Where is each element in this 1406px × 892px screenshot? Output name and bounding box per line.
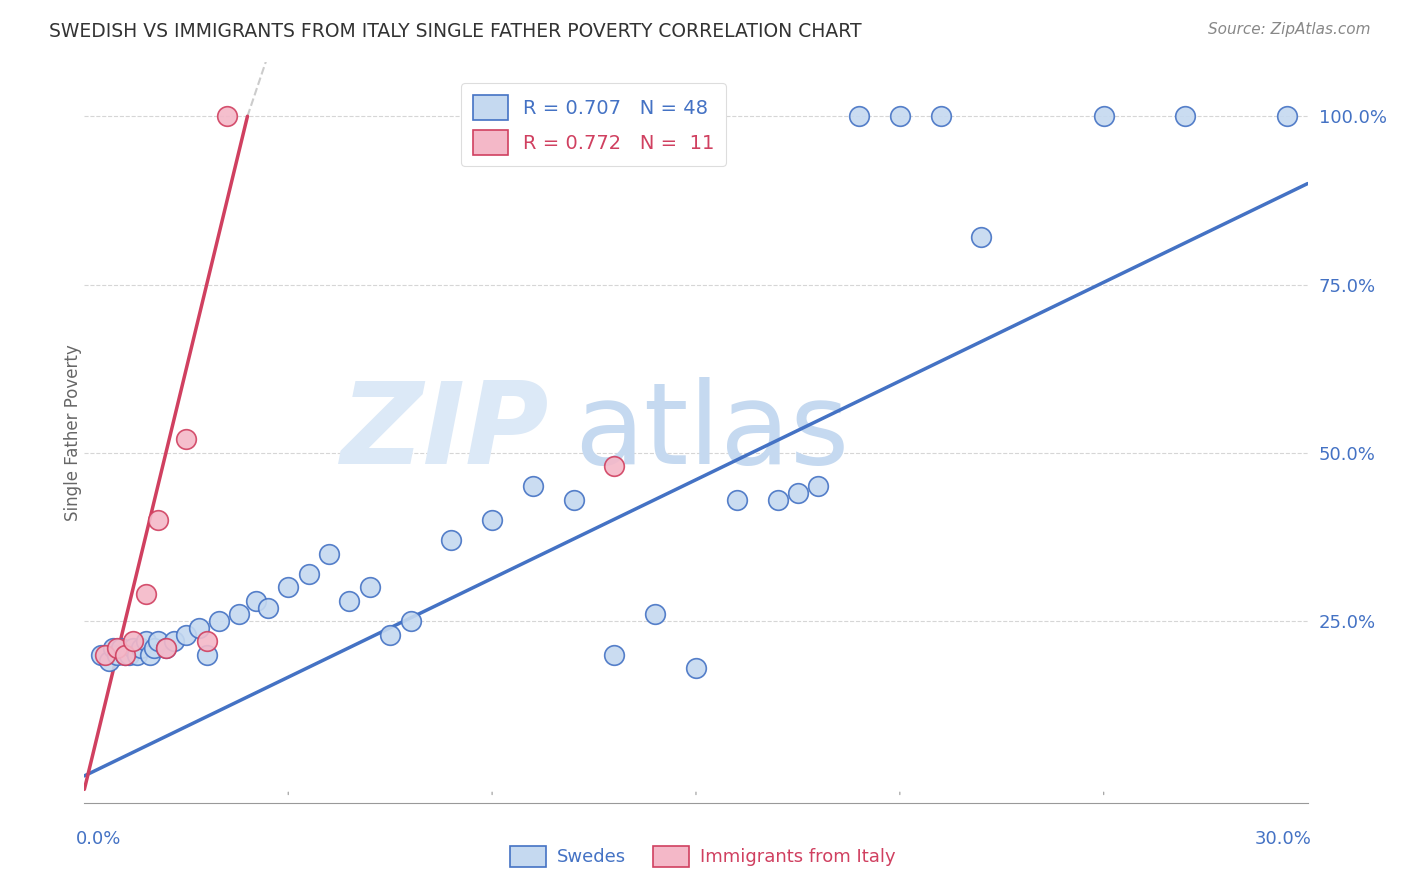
Point — [889, 109, 911, 123]
Point — [807, 479, 830, 493]
Point — [440, 533, 463, 548]
Point — [114, 648, 136, 662]
Point — [1092, 109, 1115, 123]
Point — [257, 600, 280, 615]
Point — [93, 648, 115, 662]
Point — [208, 614, 231, 628]
Point — [97, 655, 120, 669]
Point — [135, 587, 157, 601]
Point — [245, 594, 267, 608]
Legend: R = 0.707   N = 48, R = 0.772   N =  11: R = 0.707 N = 48, R = 0.772 N = 11 — [461, 83, 727, 166]
Point — [122, 640, 145, 655]
Point — [138, 648, 160, 662]
Point — [142, 640, 165, 655]
Point — [298, 566, 321, 581]
Point — [318, 547, 340, 561]
Point — [122, 634, 145, 648]
Point — [163, 634, 186, 648]
Point — [766, 492, 789, 507]
Point — [725, 492, 748, 507]
Point — [187, 621, 209, 635]
Point — [644, 607, 666, 622]
Text: SWEDISH VS IMMIGRANTS FROM ITALY SINGLE FATHER POVERTY CORRELATION CHART: SWEDISH VS IMMIGRANTS FROM ITALY SINGLE … — [49, 22, 862, 41]
Y-axis label: Single Father Poverty: Single Father Poverty — [65, 344, 82, 521]
Legend: Swedes, Immigrants from Italy: Swedes, Immigrants from Italy — [503, 838, 903, 874]
Point — [174, 627, 197, 641]
Point — [277, 581, 299, 595]
Text: atlas: atlas — [574, 377, 849, 488]
Text: ZIP: ZIP — [340, 377, 550, 488]
Point — [174, 433, 197, 447]
Point — [118, 648, 141, 662]
Point — [380, 627, 402, 641]
Point — [155, 640, 177, 655]
Point — [848, 109, 870, 123]
Point — [562, 492, 585, 507]
Point — [217, 109, 239, 123]
Point — [399, 614, 422, 628]
Text: Source: ZipAtlas.com: Source: ZipAtlas.com — [1208, 22, 1371, 37]
Point — [90, 648, 112, 662]
Point — [146, 634, 169, 648]
Point — [1174, 109, 1197, 123]
Point — [522, 479, 544, 493]
Point — [339, 594, 361, 608]
Point — [195, 634, 218, 648]
Point — [114, 648, 136, 662]
Point — [1277, 109, 1299, 123]
Point — [228, 607, 250, 622]
Point — [359, 581, 381, 595]
Point — [603, 459, 626, 474]
Point — [127, 648, 149, 662]
Point — [105, 648, 128, 662]
Point — [135, 634, 157, 648]
Point — [787, 486, 810, 500]
Point — [105, 640, 128, 655]
Point — [110, 640, 132, 655]
Text: 0.0%: 0.0% — [76, 830, 121, 847]
Point — [481, 513, 503, 527]
Point — [101, 640, 124, 655]
Text: 30.0%: 30.0% — [1254, 830, 1312, 847]
Point — [970, 230, 993, 244]
Point — [685, 661, 707, 675]
Point — [603, 648, 626, 662]
Point — [155, 640, 177, 655]
Point — [195, 648, 218, 662]
Point — [146, 513, 169, 527]
Point — [929, 109, 952, 123]
Point — [131, 640, 153, 655]
